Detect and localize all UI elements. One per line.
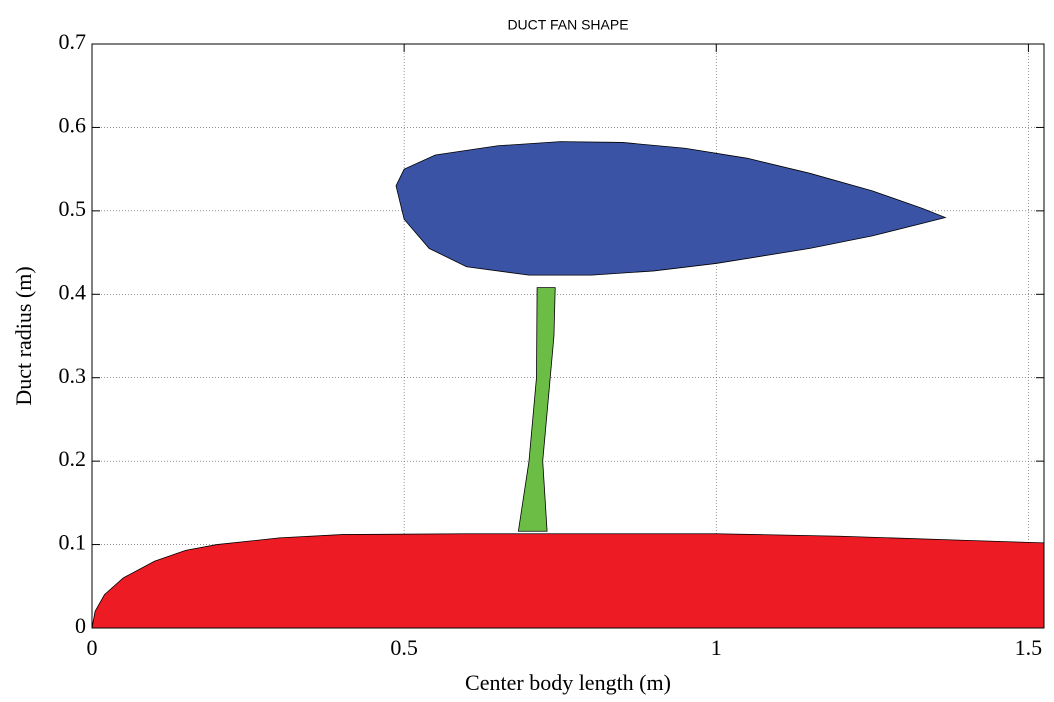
y-tick-label: 0.3 [59,363,87,388]
x-axis-label: Center body length (m) [465,670,671,695]
x-tick-label: 1 [711,635,722,660]
y-tick-label: 0.6 [59,112,87,137]
chart-title: DUCT FAN SHAPE [507,17,628,33]
plot-frame [91,43,1045,629]
x-tick-label: 0.5 [390,635,418,660]
shape [395,141,947,276]
y-tick-label: 0.7 [59,29,87,54]
y-tick-label: 0.5 [59,196,87,221]
y-tick-label: 0.2 [59,446,87,471]
y-axis-label: Duct radius (m) [11,266,36,405]
shape [517,287,556,532]
y-tick-label: 0.1 [59,530,87,555]
x-tick-label: 0 [87,635,98,660]
x-tick-label: 1.5 [1015,635,1043,660]
y-tick-label: 0.4 [59,279,87,304]
shape [91,533,1045,629]
y-tick-label: 0 [75,613,86,638]
